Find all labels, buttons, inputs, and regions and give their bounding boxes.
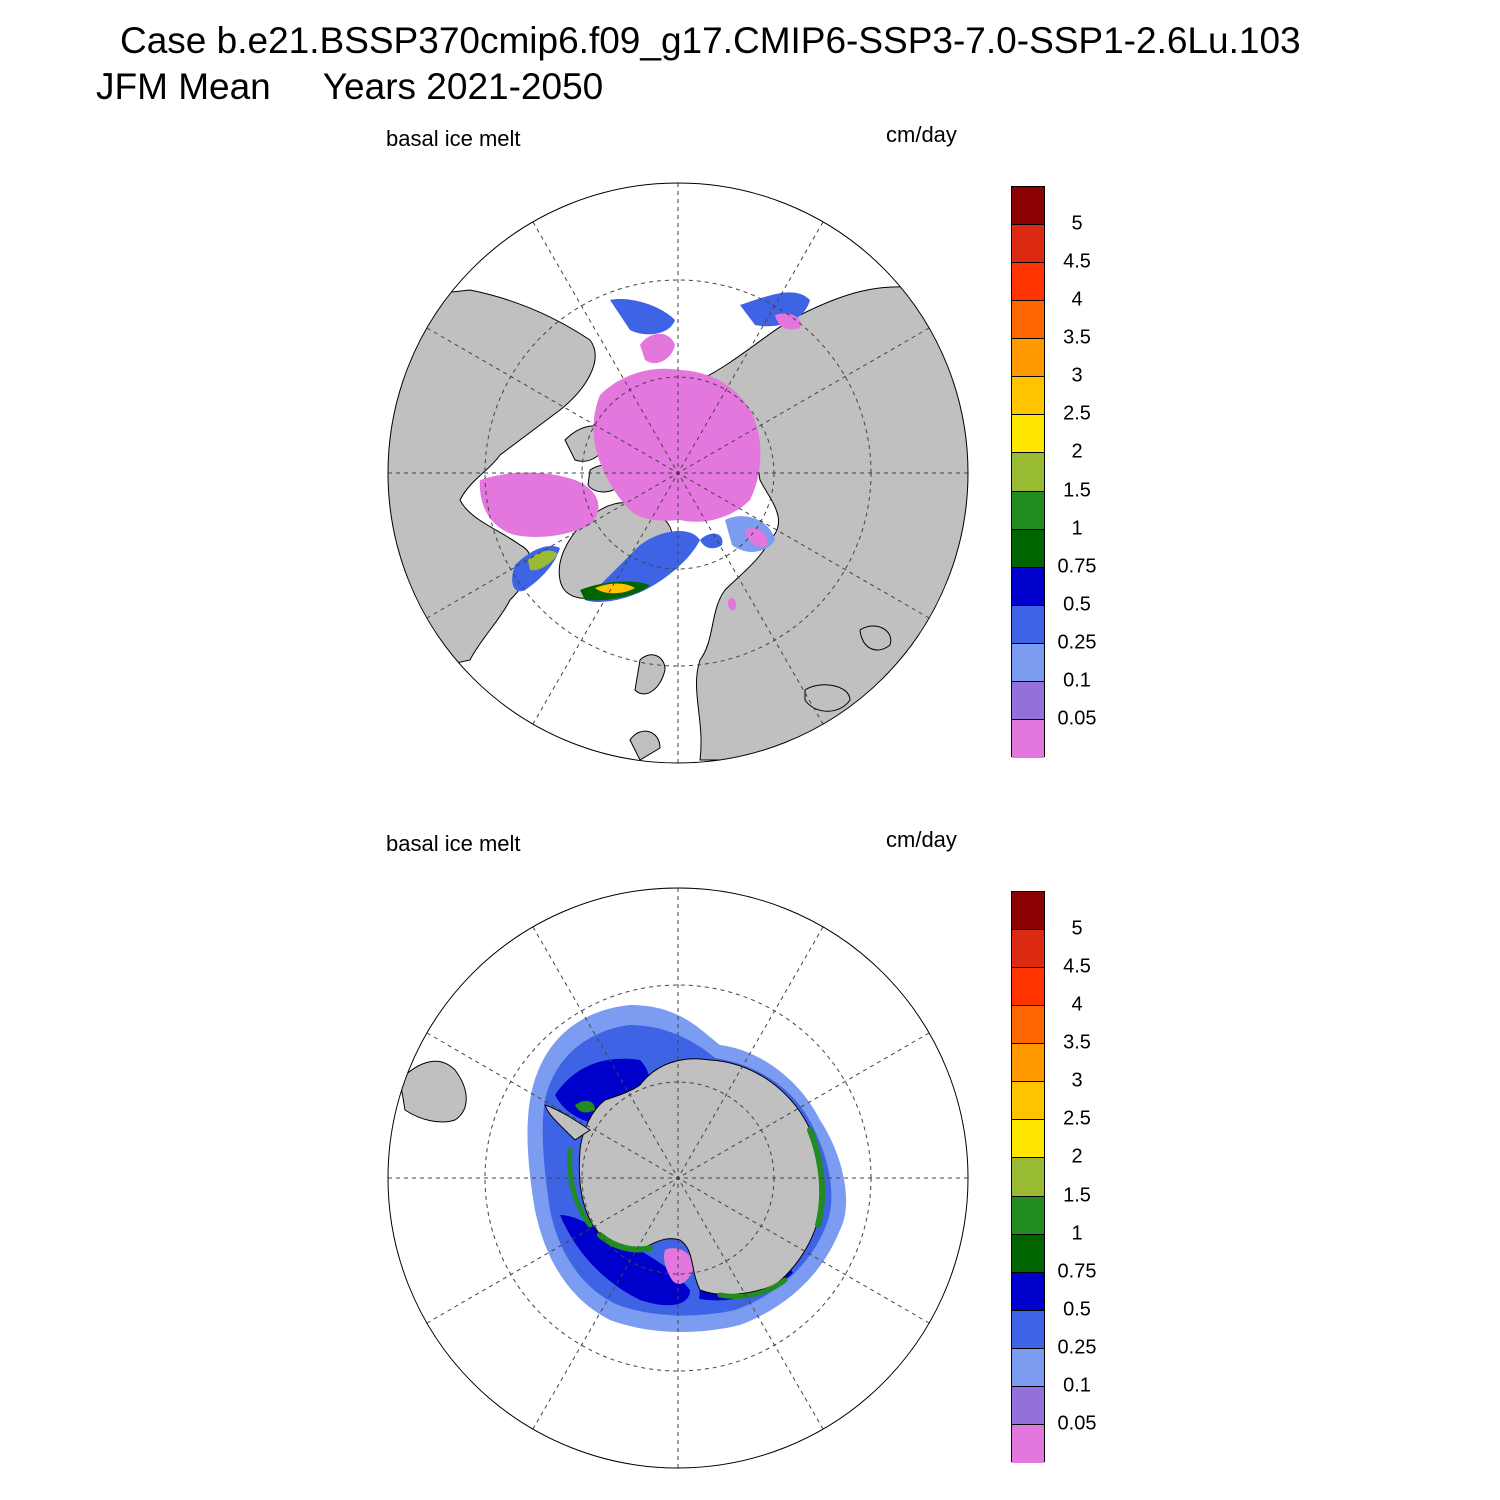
north-colorbar-tick-label: 0.1 [1063,669,1091,692]
north-graticule [388,183,968,763]
south-colorbar-swatch [1012,1424,1044,1463]
south-colorbar-tick-label: 4.5 [1063,955,1091,978]
north-colorbar-tick-label: 0.05 [1057,707,1097,730]
north-colorbar-swatch [1012,453,1044,492]
north-colorbar-swatch [1012,415,1044,454]
south-colorbar-tick-label: 0.25 [1057,1336,1097,1359]
south-colorbar-swatch [1012,1044,1044,1083]
south-polar-map [387,887,969,1469]
south-land [399,1058,823,1295]
north-colorbar-tick-label: 3 [1071,364,1083,387]
north-colorbar-tick-label: 0.25 [1057,631,1097,654]
north-colorbar-swatch [1012,491,1044,530]
south-variable-label: basal ice melt [386,831,521,856]
north-colorbar-tick-label: 2.5 [1063,402,1091,425]
south-colorbar-swatch [1012,1234,1044,1273]
north-units-label: cm/day [886,122,957,147]
north-colorbar-swatch [1012,719,1044,758]
south-colorbar-tick-label: 2 [1071,1145,1083,1168]
north-colorbar-swatch [1012,529,1044,568]
south-colorbar-tick-label: 3 [1071,1069,1083,1092]
north-polar-map [387,182,969,764]
north-colorbar [1011,186,1045,758]
south-colorbar-swatch [1012,930,1044,969]
south-colorbar-tick-label: 3.5 [1063,1031,1091,1054]
south-colorbar-tick-label: 1.5 [1063,1184,1091,1207]
south-colorbar [1011,891,1045,1463]
north-colorbar-swatch [1012,605,1044,644]
south-colorbar-swatch [1012,1196,1044,1235]
season-label: JFM Mean [96,66,271,107]
figure-title-period: JFM Mean Years 2021-2050 [96,66,603,108]
south-colorbar-swatch [1012,1310,1044,1349]
north-colorbar-swatch [1012,187,1044,226]
north-variable-label: basal ice melt [386,126,521,151]
south-colorbar-tick-label: 2.5 [1063,1107,1091,1130]
south-colorbar-tick-label: 1 [1071,1222,1083,1245]
south-colorbar-tick-label: 0.75 [1057,1260,1097,1283]
south-colorbar-swatch [1012,1120,1044,1159]
south-colorbar-swatch [1012,1082,1044,1121]
south-graticule [388,888,968,1468]
south-colorbar-swatch [1012,1006,1044,1045]
north-colorbar-tick-label: 0.5 [1063,593,1091,616]
north-colorbar-tick-label: 5 [1071,212,1083,235]
north-colorbar-swatch [1012,301,1044,340]
north-colorbar-swatch [1012,567,1044,606]
north-colorbar-swatch [1012,339,1044,378]
south-colorbar-tick-label: 0.5 [1063,1298,1091,1321]
north-colorbar-tick-label: 0.75 [1057,555,1097,578]
south-colorbar-swatch [1012,1272,1044,1311]
north-colorbar-swatch [1012,681,1044,720]
north-colorbar-swatch [1012,263,1044,302]
south-colorbar-tick-label: 0.1 [1063,1374,1091,1397]
south-units-label: cm/day [886,827,957,852]
north-colorbar-tick-label: 1.5 [1063,479,1091,502]
figure-title-case: Case b.e21.BSSP370cmip6.f09_g17.CMIP6-SS… [120,20,1301,61]
north-colorbar-swatch [1012,377,1044,416]
north-colorbar-tick-label: 4.5 [1063,250,1091,273]
south-colorbar-swatch [1012,1348,1044,1387]
north-melt-field [479,292,810,611]
south-colorbar-tick-label: 0.05 [1057,1412,1097,1435]
south-colorbar-swatch [1012,1386,1044,1425]
south-colorbar-swatch [1012,968,1044,1007]
south-colorbar-swatch [1012,1158,1044,1197]
north-colorbar-swatch [1012,225,1044,264]
north-colorbar-tick-label: 2 [1071,440,1083,463]
north-colorbar-tick-label: 4 [1071,288,1083,311]
south-colorbar-tick-label: 4 [1071,993,1083,1016]
south-colorbar-swatch [1012,892,1044,931]
south-colorbar-tick-label: 5 [1071,917,1083,940]
north-colorbar-swatch [1012,643,1044,682]
north-colorbar-tick-label: 3.5 [1063,326,1091,349]
years-label: Years 2021-2050 [322,66,604,107]
north-colorbar-tick-label: 1 [1071,517,1083,540]
